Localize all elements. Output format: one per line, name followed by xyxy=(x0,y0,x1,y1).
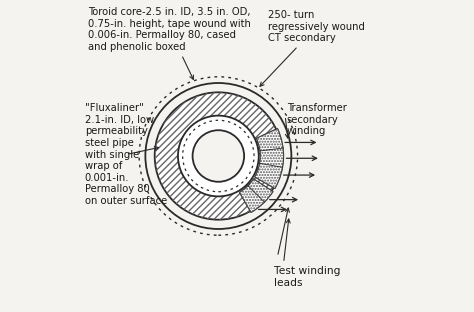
Text: Transformer
secondary
winding: Transformer secondary winding xyxy=(287,103,346,136)
Circle shape xyxy=(155,92,282,220)
Text: 250- turn
regressively wound
CT secondary: 250- turn regressively wound CT secondar… xyxy=(260,10,365,86)
Circle shape xyxy=(192,130,244,182)
Wedge shape xyxy=(239,179,273,212)
Circle shape xyxy=(178,116,259,196)
Text: "Fluxaliner"
2.1-in. ID, low
permeability
steel pipe
with single
wrap of
0.001-i: "Fluxaliner" 2.1-in. ID, low permeabilit… xyxy=(85,103,167,206)
Text: Toroid core-2.5 in. ID, 3.5 in. OD,
0.75-in. height, tape wound with
0.006-in. P: Toroid core-2.5 in. ID, 3.5 in. OD, 0.75… xyxy=(88,7,251,79)
Text: Test winding
leads: Test winding leads xyxy=(274,266,341,288)
Wedge shape xyxy=(255,129,283,189)
